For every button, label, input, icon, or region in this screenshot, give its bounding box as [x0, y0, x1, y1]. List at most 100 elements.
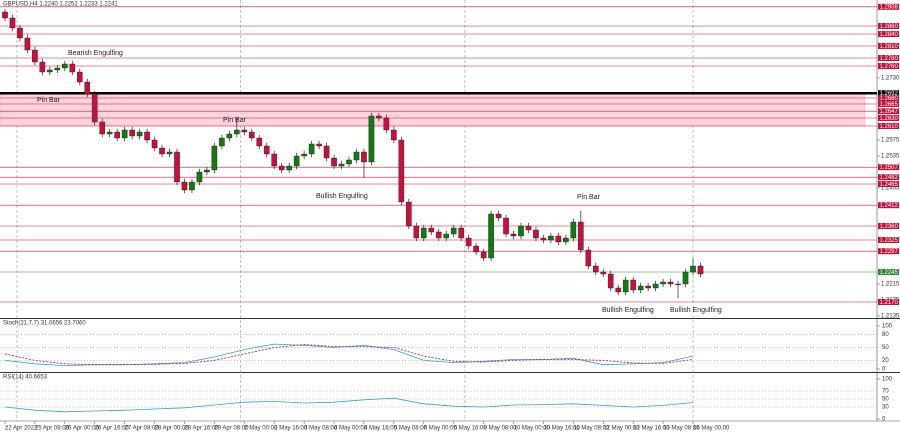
level-label-box [878, 101, 899, 107]
level-label-box [878, 174, 899, 181]
y-tick-label: 50 [882, 397, 889, 403]
pattern-annotation: Pin Bar [223, 117, 247, 124]
level-label-box [878, 299, 899, 305]
x-tick-label: 22 Apr 2022 [5, 426, 38, 432]
candle-body [391, 129, 397, 141]
candle-body [690, 265, 696, 273]
y-tick-label: 70 [882, 389, 889, 395]
x-tick-label: 6 May 00:00 [424, 426, 458, 432]
level-label-box [878, 123, 899, 129]
candle-body [338, 163, 345, 167]
candle-body [413, 225, 420, 239]
candle-body [525, 225, 532, 231]
candle-body [495, 213, 502, 219]
level-label-box [878, 164, 899, 171]
candle-body [473, 245, 479, 253]
candle-body [159, 147, 165, 155]
level-label-box [878, 181, 899, 187]
level-label: 1.2482 [880, 175, 899, 181]
stoch-title: Stoch(21,7,7) 31.0656 23.7060 [3, 321, 86, 327]
candle-body [540, 237, 547, 241]
candle-body [383, 117, 390, 131]
candle-body [84, 81, 91, 95]
candle-body [62, 63, 68, 69]
candle-body [570, 221, 577, 239]
candle-body [645, 285, 651, 289]
chart-title: GBPUSD,H4 1.2240 1.2252 1.2233 1.2241 [3, 2, 118, 8]
y-tick-label: 1.2455 [881, 186, 900, 192]
rsi-title: RSI(14) 40.6653 [3, 375, 48, 381]
candle-body [361, 151, 367, 163]
level-label-box [878, 55, 899, 61]
candle-body [301, 153, 307, 157]
x-tick-label: 29 Apr 08:00 [214, 426, 249, 432]
level-label: 1.2665 [880, 102, 899, 108]
level-label: 1.2325 [880, 238, 899, 244]
x-tick-label: 4 May 00:00 [334, 426, 368, 432]
candle-body [136, 131, 143, 137]
candle-body [435, 231, 442, 239]
candle-body [697, 265, 704, 275]
level-label: 1.2860 [880, 24, 899, 30]
candle-body [39, 61, 46, 73]
y-tick-label: 1.2535 [881, 154, 900, 160]
candle-body [600, 271, 607, 275]
candle-body [510, 233, 517, 237]
candle-body [615, 287, 622, 293]
level-label: 1.2360 [880, 224, 899, 230]
level-label: 1.2810 [880, 44, 899, 50]
candle-body [189, 181, 195, 191]
candle-body [376, 115, 382, 119]
level-label-box [878, 63, 899, 69]
level-label: 1.2412 [880, 203, 899, 209]
x-tick-label: 28 Apr 00:00 [155, 426, 190, 432]
indicator-line [4, 344, 694, 366]
x-tick-label: 2 May 00:00 [244, 426, 278, 432]
candle-body [503, 217, 509, 235]
candle-body [256, 137, 263, 147]
candle-body [592, 265, 599, 273]
level-label: 1.2692 [880, 91, 899, 97]
y-tick-label: 1.2575 [881, 138, 900, 144]
level-label-box [878, 43, 899, 49]
candle-body [323, 145, 330, 159]
indicator-line [4, 397, 694, 413]
x-tick-label: 16 May 00:00 [693, 426, 730, 432]
candle-body [660, 281, 666, 285]
candle-body [443, 233, 450, 239]
candle-body [47, 69, 53, 73]
candle-body [32, 49, 38, 63]
pattern-annotation: Pin Bar [37, 97, 61, 104]
pattern-annotation: Bearish Engulfing [68, 50, 123, 57]
supply-zone [0, 92, 866, 127]
x-tick-label: 3 May 08:00 [304, 426, 338, 432]
candle-body [204, 169, 210, 173]
candle-body [518, 225, 524, 237]
x-tick-label: 28 Apr 16:00 [184, 426, 219, 432]
candle-body [99, 121, 106, 135]
pattern-annotation: Bullish Engulfing [316, 193, 368, 200]
level-label-box [878, 108, 899, 115]
y-tick-label: 80 [882, 332, 889, 338]
candle-body [428, 227, 435, 233]
x-tick-label: 26 Apr 16:00 [95, 426, 130, 432]
candle-body [353, 151, 360, 161]
level-label-box [878, 237, 899, 243]
candle-body [607, 273, 614, 289]
candle-body [9, 17, 16, 29]
candle-body [211, 145, 218, 171]
candle-body [682, 271, 689, 285]
candle-body [91, 93, 98, 123]
candle-body [346, 159, 352, 165]
level-label: 1.2680 [880, 96, 899, 102]
x-tick-label: 12 May 00:00 [603, 426, 640, 432]
x-tick-label: 4 May 16:00 [364, 426, 398, 432]
candle-body [121, 129, 128, 139]
candle-body [174, 151, 180, 183]
x-tick-label: 6 May 16:00 [454, 426, 488, 432]
level-label-box [878, 115, 899, 121]
level-label: 1.2507 [880, 165, 899, 171]
candle-body [630, 279, 636, 291]
level-label-box [878, 90, 899, 97]
